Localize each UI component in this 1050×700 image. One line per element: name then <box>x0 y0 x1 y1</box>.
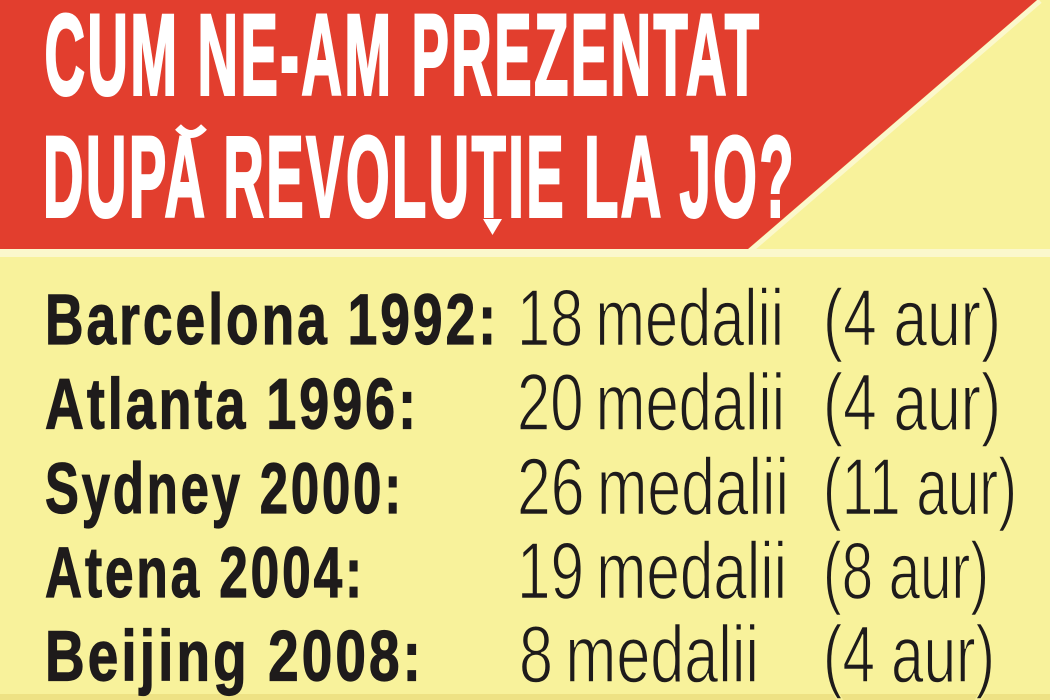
svg-text:Atena 2004:: Atena 2004: <box>45 534 365 613</box>
svg-text:(4 aur): (4 aur) <box>823 274 1001 364</box>
svg-text:Barcelona 1992:: Barcelona 1992: <box>45 281 499 360</box>
svg-text:19 medalii: 19 medalii <box>517 527 787 617</box>
svg-text:(4 aur): (4 aur) <box>823 358 1001 448</box>
svg-text:20 medalii: 20 medalii <box>517 358 785 448</box>
svg-text:DUPA REVOLUTIE LA JO?: DUPA REVOLUTIE LA JO? <box>43 114 796 242</box>
svg-text:CUM NE-AM PREZENTAT: CUM NE-AM PREZENTAT <box>45 0 762 120</box>
svg-text:18 medalii: 18 medalii <box>517 274 784 364</box>
svg-text:Beijing 2008:: Beijing 2008: <box>45 617 424 696</box>
svg-text:(11 aur): (11 aur) <box>823 443 1017 533</box>
svg-text:Atlanta 1996:: Atlanta 1996: <box>45 365 419 444</box>
svg-text:Sydney 2000:: Sydney 2000: <box>45 450 404 529</box>
svg-text:(8 aur): (8 aur) <box>823 527 989 617</box>
svg-text:26 medalii: 26 medalii <box>517 443 789 533</box>
svg-text:8 medalii: 8 medalii <box>519 610 759 700</box>
svg-text:(4 aur): (4 aur) <box>823 610 995 700</box>
